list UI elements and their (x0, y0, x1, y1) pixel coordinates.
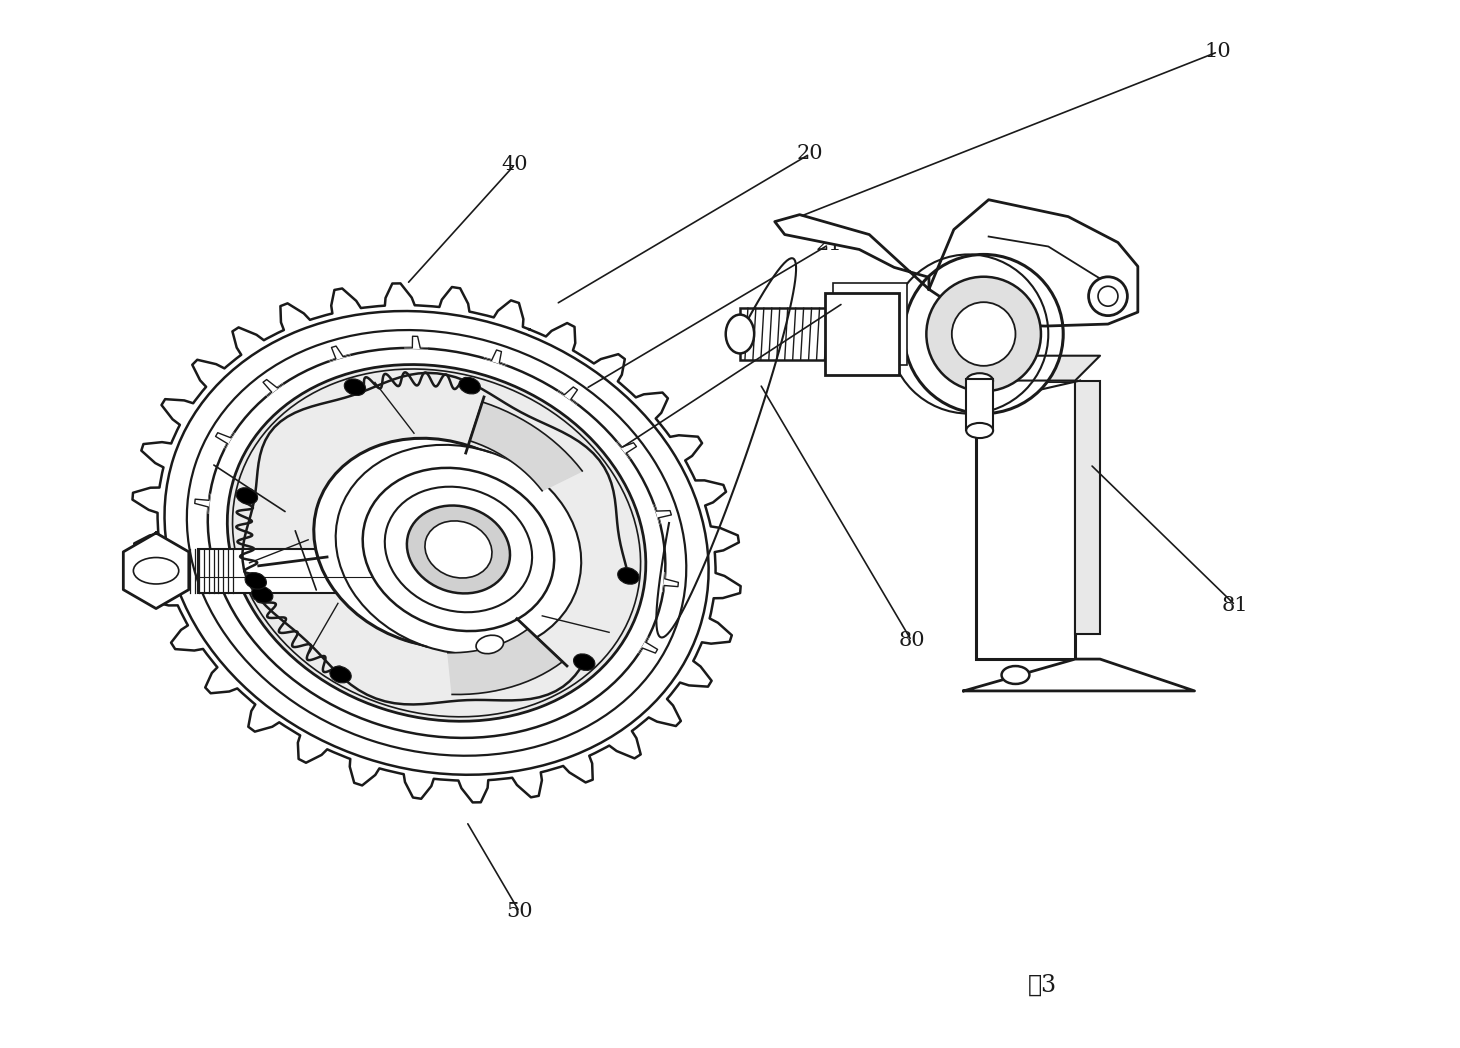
Ellipse shape (207, 348, 666, 738)
Ellipse shape (407, 505, 510, 593)
FancyBboxPatch shape (832, 283, 907, 366)
Polygon shape (638, 636, 657, 654)
Text: 20: 20 (797, 145, 823, 163)
Ellipse shape (618, 568, 639, 584)
Polygon shape (404, 336, 428, 349)
Polygon shape (216, 432, 235, 450)
Circle shape (1098, 286, 1118, 306)
Text: 81: 81 (1222, 596, 1248, 615)
Ellipse shape (458, 377, 480, 394)
Polygon shape (123, 533, 188, 609)
Polygon shape (483, 350, 507, 366)
Ellipse shape (345, 379, 365, 395)
Ellipse shape (232, 369, 641, 717)
Ellipse shape (574, 654, 594, 671)
Text: 50: 50 (507, 902, 533, 921)
Polygon shape (328, 346, 350, 362)
Text: 30: 30 (829, 293, 857, 312)
Ellipse shape (476, 635, 504, 654)
Text: 图3: 图3 (1028, 974, 1057, 997)
Ellipse shape (228, 365, 645, 721)
Polygon shape (448, 629, 562, 695)
FancyBboxPatch shape (975, 380, 1075, 659)
FancyBboxPatch shape (1075, 380, 1099, 634)
Ellipse shape (425, 521, 492, 578)
Polygon shape (663, 572, 679, 592)
Text: 40: 40 (502, 155, 529, 174)
Polygon shape (558, 387, 578, 405)
Text: 80: 80 (898, 631, 924, 650)
Polygon shape (263, 379, 283, 396)
Text: 23: 23 (199, 454, 225, 473)
Ellipse shape (952, 302, 1016, 366)
Ellipse shape (336, 444, 581, 654)
Polygon shape (133, 283, 740, 803)
Text: 31: 31 (280, 519, 308, 538)
Ellipse shape (251, 587, 273, 603)
Ellipse shape (187, 330, 686, 756)
FancyBboxPatch shape (740, 308, 894, 359)
Polygon shape (654, 504, 672, 525)
Ellipse shape (245, 572, 266, 589)
Ellipse shape (330, 667, 352, 683)
Polygon shape (929, 200, 1137, 326)
Ellipse shape (904, 255, 1063, 414)
FancyBboxPatch shape (437, 551, 585, 590)
Ellipse shape (314, 438, 559, 648)
Circle shape (1089, 277, 1127, 315)
FancyBboxPatch shape (825, 292, 899, 375)
Ellipse shape (926, 277, 1041, 391)
FancyBboxPatch shape (199, 549, 437, 592)
Text: 10: 10 (1204, 42, 1231, 61)
Ellipse shape (165, 311, 708, 774)
Polygon shape (194, 494, 210, 514)
Polygon shape (470, 401, 583, 490)
Text: 21: 21 (816, 235, 842, 254)
FancyBboxPatch shape (967, 378, 993, 431)
Ellipse shape (967, 373, 993, 389)
Polygon shape (775, 215, 929, 289)
Polygon shape (964, 659, 1194, 691)
Polygon shape (616, 441, 637, 459)
Polygon shape (975, 355, 1099, 380)
Ellipse shape (726, 314, 755, 353)
Ellipse shape (237, 487, 257, 504)
Ellipse shape (362, 467, 555, 631)
Ellipse shape (1002, 667, 1029, 684)
Ellipse shape (967, 423, 993, 438)
Ellipse shape (385, 486, 531, 612)
